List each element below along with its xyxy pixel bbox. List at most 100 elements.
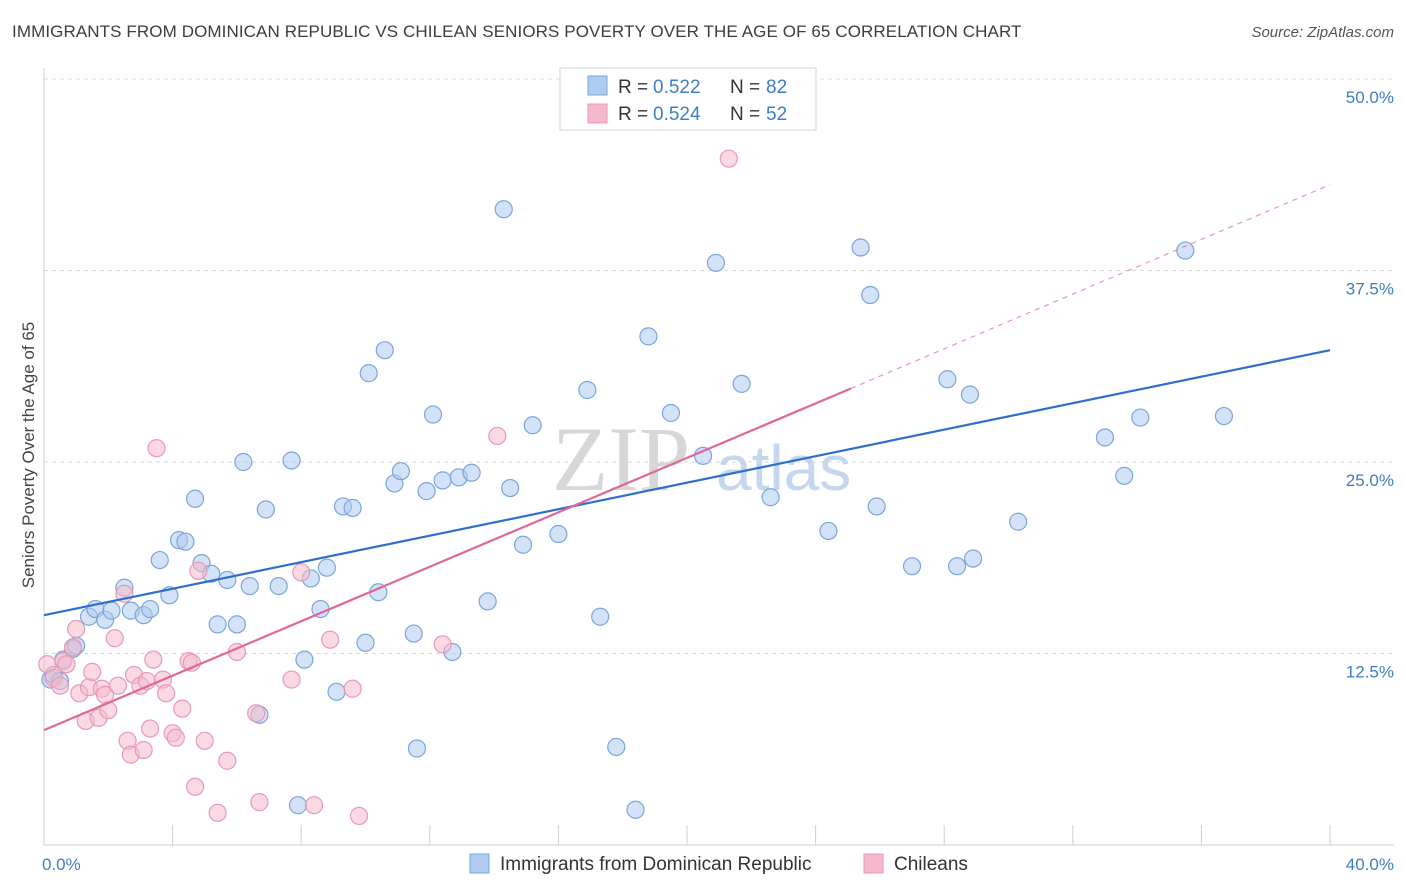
dominican-point <box>343 498 362 518</box>
x-tick-label: 40.0% <box>1346 855 1394 874</box>
bottom-legend-swatch-chilean <box>863 853 884 874</box>
watermark-zip: ZIP <box>552 408 690 510</box>
grid-lines <box>44 78 1394 654</box>
dominican-point <box>317 558 337 577</box>
dominican-point <box>1095 428 1115 447</box>
dominican-point <box>1009 512 1028 531</box>
chilean-point <box>343 679 362 698</box>
chilean-point <box>134 740 153 760</box>
chilean-point <box>189 561 208 580</box>
dominican-point <box>227 615 246 634</box>
axes <box>43 68 1394 846</box>
dominican-point <box>938 370 957 389</box>
chilean-point <box>208 803 227 822</box>
bottom-legend-swatch-dominican <box>469 853 490 874</box>
dominican-point <box>423 405 443 424</box>
legend-n-value-dominican: 82 <box>766 77 787 98</box>
dominican-point <box>626 800 645 819</box>
dominican-point <box>356 633 375 652</box>
dominican-point <box>861 285 880 305</box>
x-tick-label: 0.0% <box>42 855 81 874</box>
dominican-point <box>1176 241 1195 260</box>
dominican-point <box>208 615 227 634</box>
bottom-legend-label-chilean: Chileans <box>894 854 968 875</box>
chilean-point <box>195 731 214 750</box>
dominican-point <box>433 471 452 490</box>
dominican-point <box>607 737 626 757</box>
chilean-point <box>321 630 340 649</box>
dominican-point <box>218 570 237 590</box>
legend-r-label-dominican: R = <box>618 77 648 98</box>
dominican-point <box>661 403 681 423</box>
dominican-point <box>282 451 301 470</box>
dominican-point <box>186 489 205 508</box>
legend-n-label-chilean: N = <box>730 104 760 125</box>
dominican-point <box>407 739 427 758</box>
legend: R = 0.522 N = 82 R = 0.524 N = 52 <box>559 67 817 131</box>
dominican-point <box>462 463 481 482</box>
dominican-point <box>494 200 513 219</box>
dominican-point <box>150 550 169 570</box>
dominican-point <box>902 557 922 576</box>
dominican-point <box>706 253 726 272</box>
dominican-point <box>140 599 160 619</box>
dominican-point <box>1131 408 1150 427</box>
chilean-point <box>250 793 269 812</box>
dominican-point <box>851 238 870 257</box>
dominican-point <box>417 482 436 501</box>
dominican-point <box>234 452 253 472</box>
y-axis-ticks: 12.5% 25.0% 37.5% 50.0% <box>1346 88 1394 682</box>
dominican-point <box>732 374 751 393</box>
dominican-point <box>761 488 780 507</box>
chilean-point <box>349 806 369 825</box>
chilean-point <box>186 777 205 796</box>
dominican-point <box>269 576 288 596</box>
y-tick-label: 37.5% <box>1346 280 1394 299</box>
chilean-point <box>157 684 176 703</box>
dominican-point <box>288 796 308 815</box>
trend-lines <box>43 184 1331 732</box>
dominican-point <box>578 380 597 400</box>
dominican-point <box>102 601 121 620</box>
bottom-legend-label-dominican: Immigrants from Dominican Republic <box>500 854 812 875</box>
dominican-point <box>478 592 497 611</box>
chilean-point <box>166 728 185 747</box>
chilean-point <box>50 676 70 695</box>
dominican-point <box>240 576 259 596</box>
chilean-point <box>488 426 507 446</box>
trend-line-chilean <box>43 387 852 732</box>
dominican-point <box>549 524 568 544</box>
chilean-point <box>433 635 452 654</box>
dominican-point <box>327 682 346 701</box>
dominican-point <box>501 478 520 498</box>
y-axis-title: Seniors Poverty Over the Age of 65 <box>19 322 38 588</box>
chilean-point <box>57 655 76 674</box>
chilean-point <box>218 751 237 770</box>
legend-r-value-chilean: 0.524 <box>653 104 701 125</box>
chilean-point <box>292 563 311 582</box>
legend-swatch-dominican <box>587 75 608 96</box>
dominican-point <box>256 500 275 519</box>
x-axis-ticks: 0.0% 40.0% <box>42 855 1394 874</box>
chilean-point <box>105 629 124 648</box>
dominican-point <box>819 521 838 541</box>
dominican-point <box>176 532 195 551</box>
watermark-atlas: atlas <box>716 432 851 504</box>
chilean-point <box>108 676 128 695</box>
dominican-point <box>1214 406 1234 426</box>
chilean-point <box>63 638 83 657</box>
chilean-point <box>304 796 324 815</box>
series-chilean-points <box>38 149 738 825</box>
legend-n-label-dominican: N = <box>730 77 760 98</box>
y-tick-label: 12.5% <box>1346 663 1394 682</box>
dominican-point <box>960 385 980 404</box>
trend-line-dominican <box>43 349 1331 617</box>
dominican-point <box>591 607 610 626</box>
chart-source: Source: ZipAtlas.com <box>1251 24 1394 41</box>
y-tick-label: 25.0% <box>1346 471 1394 490</box>
legend-swatch-chilean <box>587 103 608 124</box>
dominican-point <box>375 341 394 360</box>
watermark: ZIP atlas <box>552 408 851 510</box>
legend-n-value-chilean: 52 <box>766 104 787 125</box>
